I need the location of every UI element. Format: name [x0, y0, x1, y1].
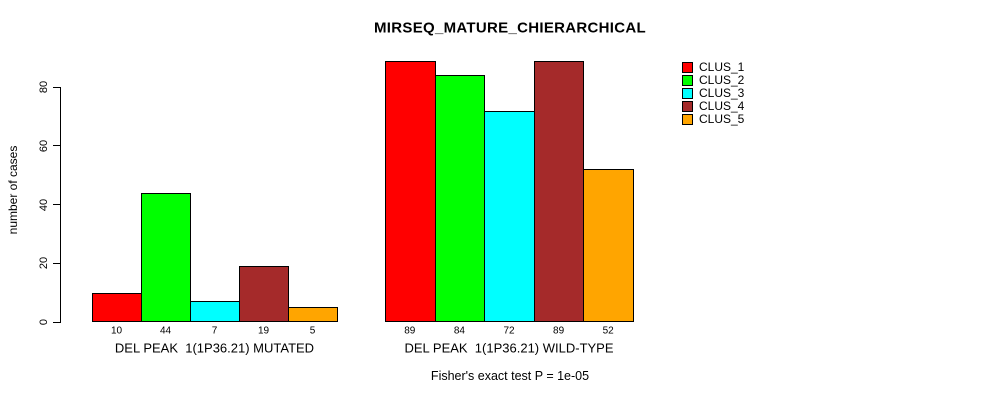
fisher-test-annotation: Fisher's exact test P = 1e-05: [430, 369, 590, 383]
y-tick-80: [53, 86, 60, 88]
y-tick-label-0: 0: [38, 318, 50, 326]
legend-label-clus_1: CLUS_1: [699, 60, 745, 74]
legend-swatch-clus_3: [682, 88, 693, 99]
bar-value-clus_3-group2: 72: [503, 325, 515, 337]
bar-value-clus_5-group2: 52: [602, 325, 614, 337]
y-tick-20: [53, 262, 60, 264]
legend-row-clus_1: CLUS_1: [682, 61, 744, 74]
bar-value-clus_1-group1: 10: [110, 325, 123, 337]
bar-value-clus_4-group2: 89: [553, 325, 565, 337]
bar-clus_3-group1: [190, 301, 240, 322]
group-label-wild-type: DEL PEAK 1(1P36.21) WILD-TYPE: [404, 340, 614, 356]
y-tick-60: [53, 145, 60, 147]
bar-clus_5-group1: [288, 307, 338, 322]
bar-clus_2-group2: [434, 75, 486, 322]
y-axis-title: number of cases: [6, 145, 20, 235]
legend-row-clus_2: CLUS_2: [682, 74, 744, 87]
bar-clus_4-group2: [533, 60, 585, 322]
y-tick-label-60: 60: [38, 139, 50, 152]
bar-clus_1-group2: [385, 60, 436, 322]
bar-value-clus_2-group2: 84: [453, 325, 465, 337]
legend-label-clus_4: CLUS_4: [699, 99, 745, 113]
bar-value-clus_4-group1: 19: [257, 325, 270, 337]
legend-row-clus_4: CLUS_4: [682, 100, 744, 113]
y-tick-label-40: 40: [38, 198, 50, 211]
bar-clus_5-group2: [583, 169, 634, 322]
y-tick-0: [53, 321, 60, 323]
legend-swatch-clus_2: [682, 75, 693, 86]
legend-row-clus_5: CLUS_5: [682, 113, 744, 126]
legend-swatch-clus_1: [682, 62, 693, 73]
chart-title: MIRSEQ_MATURE_CHIERARCHICAL: [374, 19, 646, 37]
bar-value-clus_1-group2: 89: [404, 325, 416, 337]
y-tick-label-80: 80: [38, 80, 50, 94]
bar-clus_1-group1: [92, 292, 142, 322]
bar-clus_2-group1: [141, 192, 191, 322]
legend-label-clus_2: CLUS_2: [699, 73, 745, 87]
legend-swatch-clus_5: [682, 114, 693, 125]
legend: CLUS_1 CLUS_2 CLUS_3 CLUS_4 CLUS_5: [682, 61, 744, 126]
y-tick-40: [53, 204, 60, 205]
legend-row-clus_3: CLUS_3: [682, 87, 744, 100]
y-axis-line: [60, 87, 61, 323]
bar-clus_4-group1: [239, 266, 289, 322]
y-tick-label-20: 20: [38, 257, 50, 270]
legend-label-clus_5: CLUS_5: [699, 112, 745, 126]
group-label-mutated: DEL PEAK 1(1P36.21) MUTATED: [114, 340, 315, 356]
bar-clus_3-group2: [484, 110, 535, 322]
legend-swatch-clus_4: [682, 101, 693, 112]
legend-label-clus_3: CLUS_3: [699, 86, 745, 100]
bar-value-clus_2-group1: 44: [159, 325, 172, 337]
bar-value-clus_3-group1: 7: [211, 325, 218, 337]
bar-value-clus_5-group1: 5: [309, 325, 316, 337]
